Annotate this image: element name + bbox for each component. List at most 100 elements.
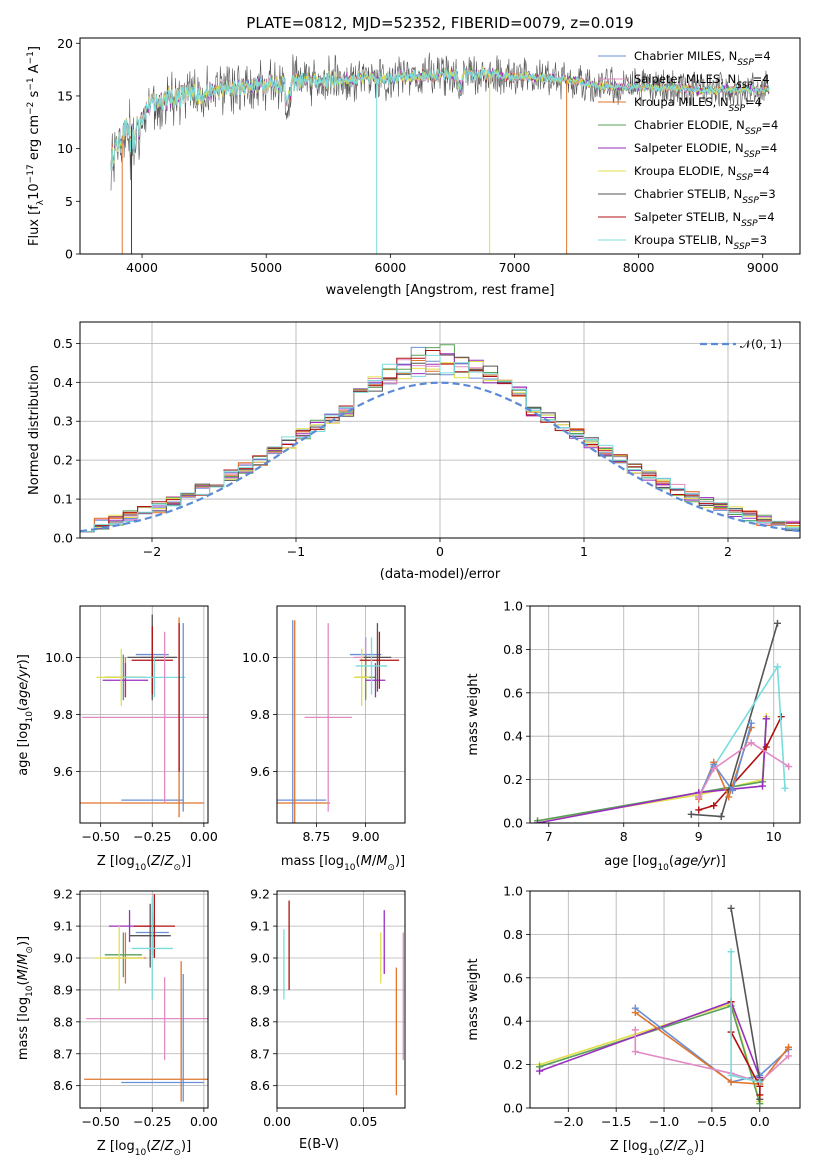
residuals-y-label: Normed distribution (27, 365, 42, 495)
x-tick-label: 0.00 (190, 829, 218, 844)
plot-area (277, 620, 400, 823)
legend-entry: Salpeter MILES, NSSP=4 (634, 72, 770, 91)
legend-entry: Salpeter ELODIE, NSSP=4 (634, 141, 777, 160)
y-tick-label: 9.2 (250, 887, 270, 902)
x-tick-label: −2 (143, 544, 161, 559)
mass-weight-point (710, 802, 718, 810)
y-tick-label: 8.6 (53, 1078, 73, 1093)
y-tick-label: 9.1 (53, 919, 73, 934)
mass-weight-point (534, 819, 541, 823)
legend: Chabrier MILES, NSSP=4 Salpeter MILES, NS… (598, 49, 778, 252)
y-tick-label: 9.8 (53, 707, 73, 722)
x-tick-label: 8.75 (302, 829, 330, 844)
age-vs-mass-x-label: mass [log10(M/M⊙)] (281, 854, 405, 873)
mass-weight-line (537, 718, 768, 823)
age-vs-Z-x-label: Z [log10(Z/Z⊙)] (97, 854, 191, 873)
normal-curve (80, 381, 800, 533)
legend-entry: Kroupa ELODIE, NSSP=4 (634, 164, 770, 183)
x-tick-label: 0.00 (190, 1114, 218, 1129)
y-tick-label: 5 (65, 194, 73, 209)
x-tick-label: 7000 (499, 260, 531, 275)
y-tick-label: 9.2 (53, 887, 73, 902)
y-tick-label: 15 (57, 88, 73, 103)
plot-area (283, 900, 404, 1096)
y-tick-label: 0.8 (503, 642, 523, 657)
x-tick-label: 8 (620, 829, 628, 844)
y-tick-label: 9.8 (250, 707, 270, 722)
mass-weight-point (747, 739, 755, 747)
y-tick-label: 0.0 (503, 816, 523, 831)
mass-weight-line (698, 741, 790, 798)
x-tick-label: −1.0 (649, 1114, 679, 1129)
spectrum-series-line (110, 67, 770, 171)
x-tick-label: 2 (724, 544, 732, 559)
panel-massweight_vs_Z: −2.0 −1.5 −1.0 −0.5 0.0 0.0 0.2 0.4 0.6 0.8 1.0 mas… (466, 884, 801, 1158)
y-tick-label: 0.4 (53, 375, 73, 390)
x-tick-label: 6000 (374, 260, 406, 275)
y-tick-label: 0.2 (53, 453, 73, 468)
panel-mass_vs_EBV: 0.00 0.05 8.6 8.7 8.8 8.9 9.0 9.1 9.2 E(B-V) (250, 887, 406, 1152)
legend-entry: Kroupa MILES, NSSP=4 (634, 95, 762, 114)
legend-entry: 𝒩(0, 1) (740, 337, 782, 351)
y-tick-label: 1.0 (503, 599, 523, 614)
mass-weight-point (536, 1067, 544, 1075)
mass-weight-point (785, 1052, 793, 1060)
y-tick-label: 0.0 (53, 531, 73, 546)
legend-entry: Chabrier MILES, NSSP=4 (634, 49, 771, 68)
x-tick-label: −0.50 (81, 829, 119, 844)
axes-frame (529, 890, 801, 1109)
mass-weight-point (727, 904, 735, 912)
y-tick-label: 8.9 (53, 982, 73, 997)
spectrum-y-label: Flux [fλ10−17 erg cm−2 s−1 A−1] (26, 46, 46, 246)
panel-age_vs_mass: 8.75 9.00 9.6 9.8 10.0 mass [log10(M/M⊙)] (242, 605, 406, 873)
y-tick-label: 0.8 (503, 927, 523, 942)
age-vs-Z-y-label: age [log10(age/yr)] (16, 654, 35, 776)
x-tick-label: −0.5 (697, 1114, 727, 1129)
mass-weight-line (698, 716, 783, 811)
plot-area (80, 614, 208, 818)
legend-entry: Salpeter STELIB, NSSP=4 (634, 210, 775, 229)
y-tick-label: 0 (65, 247, 73, 262)
y-tick-label: 1.0 (503, 884, 523, 899)
mass-weight-point (762, 715, 770, 723)
mass-weight-point (727, 1071, 735, 1079)
x-tick-label: 0.05 (350, 1114, 378, 1129)
mass-weight-point (717, 812, 725, 820)
mass-weight-age-x-label: age [log10(age/yr)] (604, 854, 726, 873)
mass-weight-line (698, 664, 786, 798)
panel-mass_vs_Z: −0.50 −0.25 0.00 8.6 8.7 8.8 8.9 9.0 9.1 9.2 Z [lo… (16, 887, 218, 1158)
mass-vs-Z-x-label: Z [log10(Z/Z⊙)] (97, 1139, 191, 1158)
x-tick-label: −1.5 (601, 1114, 631, 1129)
mass-weight-point (759, 782, 766, 790)
mass-weight-Z-x-label: Z [log10(Z/Z⊙)] (610, 1139, 704, 1158)
mass-weight-point (695, 806, 703, 814)
plot-area (84, 894, 208, 1102)
mass-weight-point (631, 1009, 639, 1017)
panel-spectrum: 4000 5000 6000 7000 8000 9000 0 5 10 15 20 Flux [fλ… (26, 36, 801, 298)
y-tick-label: 9.1 (250, 919, 270, 934)
mass-weight-point (762, 743, 770, 751)
axes-frame (79, 890, 209, 1109)
plot-area (80, 344, 800, 533)
x-tick-label: 1 (580, 544, 588, 559)
mass-weight-line (730, 908, 761, 1100)
mass-weight-point (710, 765, 718, 773)
y-tick-label: 10.0 (242, 650, 270, 665)
mass-weight-point (774, 619, 781, 627)
x-tick-label: 9.00 (352, 829, 380, 844)
mass-weight-point (729, 786, 736, 794)
legend-entry: Chabrier STELIB, NSSP=3 (634, 187, 776, 206)
y-tick-label: 0.1 (53, 492, 73, 507)
y-tick-label: 0.4 (503, 729, 523, 744)
mass-weight-line (537, 716, 768, 822)
axes-frame (529, 605, 801, 824)
y-tick-label: 0.6 (503, 685, 523, 700)
mass-weight-point (727, 948, 735, 956)
mass-weight-point (781, 784, 789, 792)
residual-histogram-step (80, 354, 800, 533)
y-tick-label: 9.6 (250, 764, 270, 779)
y-tick-label: 0.2 (503, 1057, 523, 1072)
y-tick-label: 9.0 (53, 951, 73, 966)
residuals-x-label: (data-model)/error (380, 567, 501, 582)
